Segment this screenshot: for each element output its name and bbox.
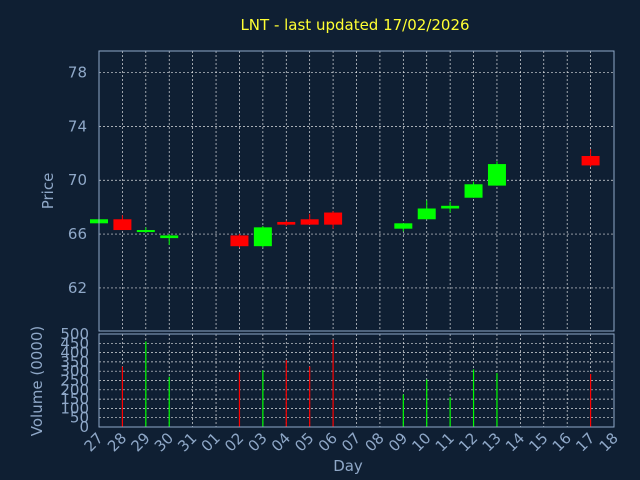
candle-body: [464, 184, 483, 198]
candle-13: [487, 161, 506, 186]
volume-tick-label: 150: [60, 390, 89, 408]
candle-30: [160, 234, 179, 245]
price-panel-frame: [98, 50, 615, 332]
candle-09: [394, 223, 413, 232]
price-y-ticks: 62 66 70 74 78: [68, 64, 87, 297]
volume-tick-label: 100: [60, 399, 89, 417]
volume-tick-label: 500: [60, 325, 89, 343]
price-tick-label: 66: [68, 225, 87, 243]
candle-12: [464, 181, 483, 198]
candle-body: [487, 164, 506, 186]
volume-panel-frame: [98, 333, 615, 428]
candle-04: [277, 220, 296, 226]
volume-tick-label: 250: [60, 372, 89, 390]
volume-bars: [121, 339, 592, 427]
volume-axis-label: Volume (0000): [28, 326, 46, 436]
candle-body: [394, 223, 413, 229]
volume-tick-label: 300: [60, 362, 89, 380]
candle-02: [230, 234, 249, 248]
candle-06: [324, 211, 343, 229]
volume-tick-label: 0: [79, 418, 89, 436]
candle-body: [417, 208, 436, 220]
candle-body: [300, 219, 319, 225]
candle-28: [113, 215, 132, 231]
price-axis-label: Price: [39, 173, 57, 210]
candle-body: [441, 205, 460, 209]
volume-tick-label: 50: [70, 409, 89, 427]
candle-10: [417, 200, 436, 220]
candle-29: [136, 227, 155, 233]
volume-tick-label: 450: [60, 334, 89, 352]
candle-body: [277, 221, 296, 225]
volume-tick-label: 400: [60, 344, 89, 362]
candle-body: [230, 235, 249, 247]
candle-body: [136, 230, 155, 233]
candle-05: [300, 213, 319, 225]
volume-tick-label: 200: [60, 381, 89, 399]
candle-body: [160, 235, 179, 239]
price-tick-label: 62: [68, 279, 87, 297]
x-ticks: 2728293031010203040506070809101112131415…: [81, 429, 622, 455]
x-axis-label: Day: [333, 457, 363, 475]
candle-body: [253, 227, 272, 247]
candle-body: [581, 156, 600, 166]
price-tick-label: 70: [68, 171, 87, 189]
candle-03: [253, 226, 272, 248]
volume-tick-label: 350: [60, 353, 89, 371]
chart-title: LNT - last updated 17/02/2026: [240, 16, 469, 34]
candle-17: [581, 149, 600, 167]
price-tick-label: 78: [68, 64, 87, 82]
candle-body: [324, 212, 343, 225]
price-tick-label: 74: [68, 117, 87, 135]
candle-11: [441, 201, 460, 213]
candle-body: [113, 219, 132, 231]
